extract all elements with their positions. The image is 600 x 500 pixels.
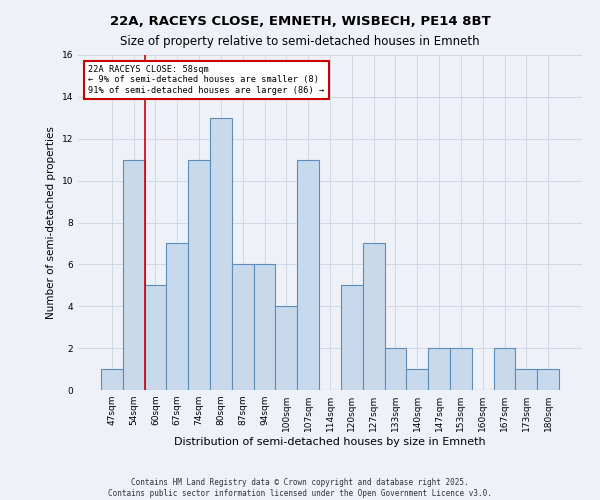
- Bar: [515, 369, 537, 390]
- Bar: [363, 244, 385, 390]
- Bar: [450, 348, 472, 390]
- Bar: [385, 348, 406, 390]
- Bar: [166, 244, 188, 390]
- Bar: [428, 348, 450, 390]
- Text: Contains HM Land Registry data © Crown copyright and database right 2025.
Contai: Contains HM Land Registry data © Crown c…: [108, 478, 492, 498]
- Bar: [145, 286, 166, 390]
- Text: 22A RACEYS CLOSE: 58sqm
← 9% of semi-detached houses are smaller (8)
91% of semi: 22A RACEYS CLOSE: 58sqm ← 9% of semi-det…: [88, 65, 325, 95]
- Bar: [341, 286, 363, 390]
- Bar: [254, 264, 275, 390]
- Bar: [537, 369, 559, 390]
- Bar: [494, 348, 515, 390]
- Bar: [297, 160, 319, 390]
- Bar: [188, 160, 210, 390]
- Bar: [406, 369, 428, 390]
- X-axis label: Distribution of semi-detached houses by size in Emneth: Distribution of semi-detached houses by …: [174, 437, 486, 447]
- Text: Size of property relative to semi-detached houses in Emneth: Size of property relative to semi-detach…: [120, 35, 480, 48]
- Bar: [232, 264, 254, 390]
- Bar: [275, 306, 297, 390]
- Bar: [123, 160, 145, 390]
- Bar: [210, 118, 232, 390]
- Bar: [101, 369, 123, 390]
- Text: 22A, RACEYS CLOSE, EMNETH, WISBECH, PE14 8BT: 22A, RACEYS CLOSE, EMNETH, WISBECH, PE14…: [110, 15, 490, 28]
- Y-axis label: Number of semi-detached properties: Number of semi-detached properties: [46, 126, 56, 319]
